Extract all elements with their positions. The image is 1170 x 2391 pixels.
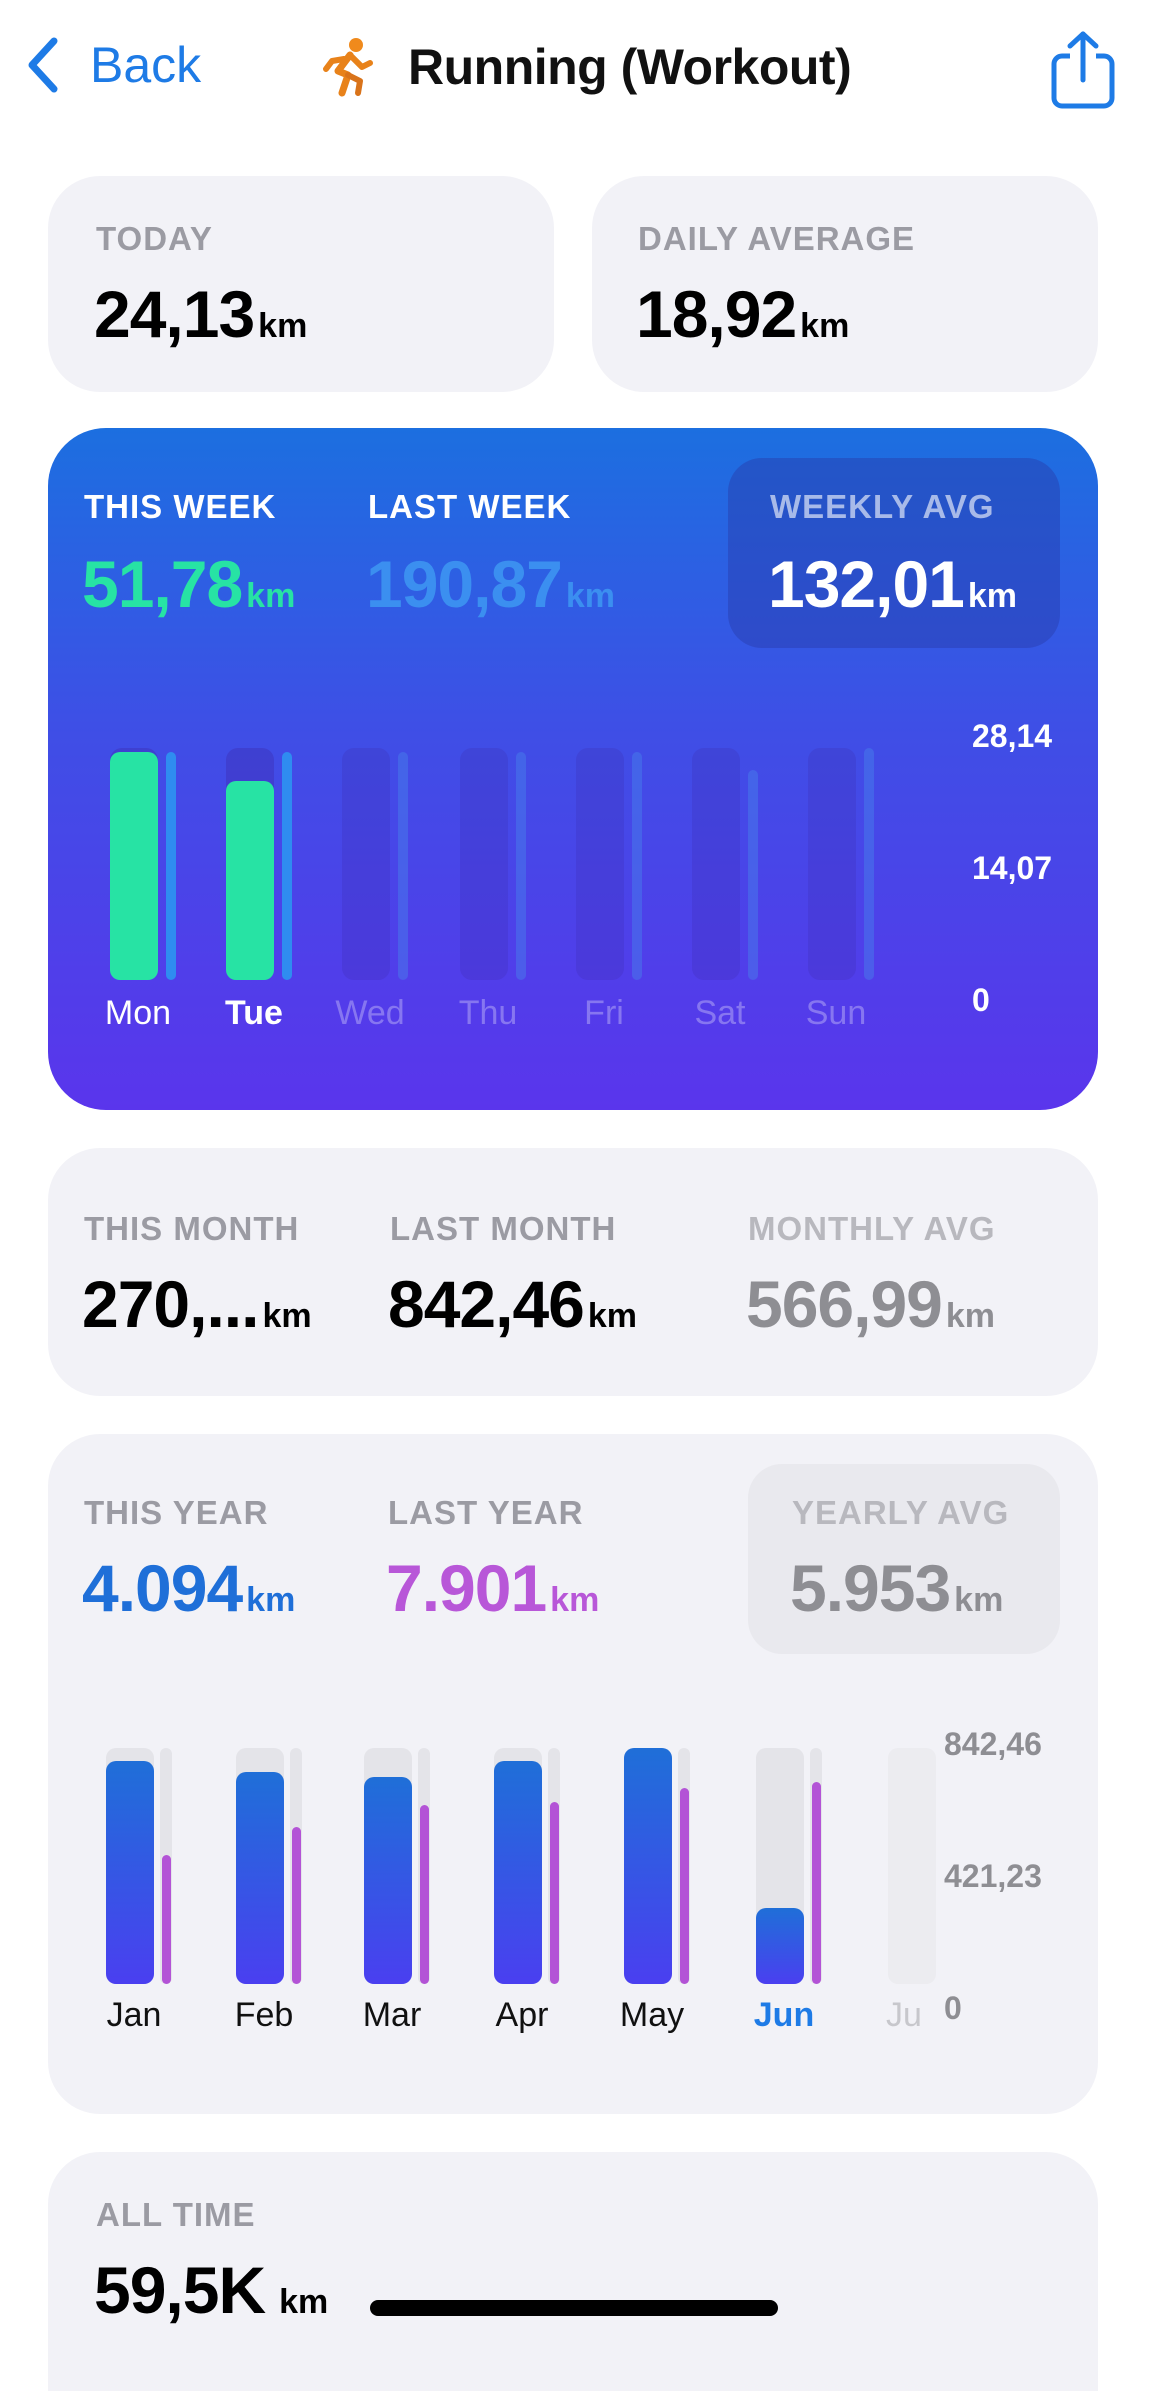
week-bar-track-sat [692, 748, 740, 980]
last-year-label: LAST YEAR [388, 1494, 584, 1531]
year-bar-track-ju [888, 1748, 936, 1984]
year-month-label-jan: Jan [106, 1996, 162, 2034]
week-bar-last-fri [632, 752, 642, 980]
year-bar-last-jan [162, 1855, 171, 1984]
weekly-avg-label: WEEKLY AVG [770, 488, 995, 525]
week-day-label-sat: Sat [694, 994, 746, 1032]
chevron-left-icon [28, 37, 58, 93]
year-y-tick-zero: 0 [944, 1990, 962, 2026]
week-bar-track-fri [576, 748, 624, 980]
year-bar-last-feb [292, 1827, 301, 1984]
week-bar-last-wed [398, 752, 408, 980]
back-label: Back [90, 37, 202, 93]
week-bar-this-tue [226, 781, 274, 980]
year-bar-this-jan [106, 1761, 154, 1984]
year-month-label-mar: Mar [362, 1996, 422, 2034]
week-bar-last-sat [748, 770, 758, 980]
week-day-label-wed: Wed [335, 994, 405, 1032]
weekly-avg-box [728, 458, 1060, 648]
year-y-tick-max: 842,46 [944, 1726, 1042, 1762]
year-bar-this-feb [236, 1772, 284, 1984]
week-bar-this-mon [110, 752, 158, 980]
last-year-value: 7.901 km [386, 1551, 600, 1625]
year-bar-last-may [680, 1788, 689, 1984]
last-week-value: 190,87 km [366, 547, 616, 621]
all-time-label: ALL TIME [96, 2196, 256, 2233]
week-bar-last-mon [166, 752, 176, 980]
page-title: Running (Workout) [408, 39, 852, 95]
today-label: TODAY [96, 220, 213, 257]
daily-average-value: 18,92 km [636, 277, 850, 351]
year-month-label-jun: Jun [753, 1996, 815, 2034]
week-bar-last-thu [516, 752, 526, 980]
last-month-value: 842,46 km [388, 1267, 638, 1341]
week-bar-last-tue [282, 752, 292, 980]
week-bar-track-wed [342, 748, 390, 980]
back-button[interactable]: Back [24, 30, 201, 100]
monthly-avg-label: MONTHLY AVG [748, 1210, 996, 1247]
daily-average-label: DAILY AVERAGE [638, 220, 916, 257]
this-year-label: THIS YEAR [84, 1494, 269, 1531]
title-group: Running (Workout) [318, 32, 852, 102]
yearly-avg-label: YEARLY AVG [792, 1494, 1010, 1531]
running-figure-icon [323, 38, 373, 97]
year-month-label-apr: Apr [495, 1996, 549, 2034]
week-day-label-mon: Mon [104, 994, 172, 1032]
weekly-avg-value: 132,01 km [768, 547, 1018, 621]
year-month-label-may: May [619, 1996, 685, 2034]
week-day-label-sun: Sun [805, 994, 867, 1032]
monthly-card[interactable]: THIS MONTH 270,... km LAST MONTH 842,46 km… [48, 1148, 1098, 1396]
weekly-card[interactable]: THIS WEEK 51,78 km LAST WEEK 190,87 km WEE… [48, 428, 1098, 1110]
this-year-value: 4.094 km [82, 1551, 296, 1625]
today-value: 24,13 km [94, 277, 308, 351]
year-bar-this-apr [494, 1761, 542, 1984]
week-y-tick-zero: 0 [972, 982, 990, 1018]
last-month-label: LAST MONTH [390, 1210, 617, 1247]
home-indicator [370, 2300, 778, 2316]
all-time-card[interactable]: ALL TIME 59,5K km [48, 2152, 1098, 2391]
year-bar-this-jun [756, 1908, 804, 1984]
weekly-bar-chart: Mon Tue Wed Thu Fri Sat Sun [48, 428, 1098, 1110]
daily-average-card[interactable]: DAILY AVERAGE 18,92 km [592, 176, 1098, 392]
week-bar-last-sun [864, 748, 874, 980]
week-day-label-fri: Fri [584, 994, 624, 1032]
this-month-value: 270,... km [82, 1267, 312, 1341]
week-bar-track-thu [460, 748, 508, 980]
week-y-tick-max: 28,14 [972, 718, 1053, 754]
this-week-label: THIS WEEK [84, 488, 277, 525]
year-bar-last-jun [812, 1782, 821, 1984]
yearly-avg-value: 5.953 km [790, 1551, 1004, 1625]
year-month-label-ju: Ju [886, 1996, 922, 2034]
week-day-label-tue: Tue [225, 994, 283, 1032]
year-y-tick-mid: 421,23 [944, 1858, 1042, 1894]
share-icon[interactable] [1050, 30, 1116, 110]
this-month-label: THIS MONTH [84, 1210, 300, 1247]
week-bar-track-sun [808, 748, 856, 980]
week-day-label-thu: Thu [458, 994, 518, 1032]
year-month-label-feb: Feb [234, 1996, 294, 2034]
nav-bar: Back Running (Workout) [0, 0, 1170, 140]
year-bar-this-may [624, 1748, 672, 1984]
yearly-avg-box [748, 1464, 1060, 1654]
monthly-avg-value: 566,99 km [746, 1267, 996, 1341]
year-bar-last-apr [550, 1802, 559, 1984]
last-week-label: LAST WEEK [368, 488, 572, 525]
this-week-value: 51,78 km [82, 547, 296, 621]
week-y-tick-mid: 14,07 [972, 850, 1053, 886]
yearly-card[interactable]: THIS YEAR 4.094 km LAST YEAR 7.901 km YEAR… [48, 1434, 1098, 2114]
yearly-bar-chart: Jan Feb Mar Apr May Jun Ju [48, 1434, 1098, 2114]
today-card[interactable]: TODAY 24,13 km [48, 176, 554, 392]
all-time-value: 59,5K km [94, 2253, 329, 2327]
year-bar-last-mar [420, 1805, 429, 1984]
year-bar-this-mar [364, 1777, 412, 1984]
